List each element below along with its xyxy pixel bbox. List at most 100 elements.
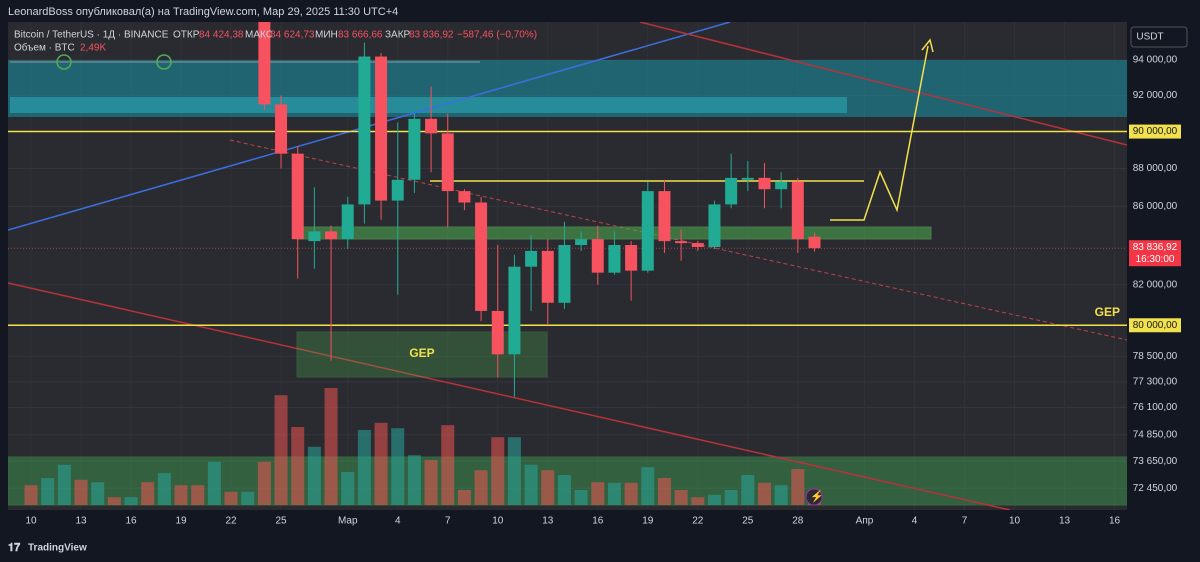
volume-bar bbox=[341, 472, 355, 505]
x-tick-label: 19 bbox=[642, 516, 654, 527]
x-tick-label: Апр bbox=[856, 516, 874, 527]
candle-body bbox=[375, 56, 388, 201]
y-tick-label: 76 100,00 bbox=[1133, 402, 1178, 413]
y-tick-label: 77 300,00 bbox=[1133, 376, 1178, 387]
volume-bar bbox=[591, 482, 605, 505]
y-tick-label: 92 000,00 bbox=[1133, 90, 1178, 101]
volume-bar bbox=[441, 425, 455, 505]
y-tick-label: 80 000,00 bbox=[1133, 320, 1178, 331]
volume-bar bbox=[707, 494, 721, 505]
x-tick-label: 10 bbox=[25, 516, 37, 527]
candle-body bbox=[741, 177, 754, 180]
volume-bar bbox=[174, 485, 188, 505]
x-tick-label: 10 bbox=[492, 516, 504, 527]
candle-body bbox=[591, 239, 604, 273]
y-tick-label: 72 450,00 bbox=[1133, 483, 1178, 494]
countdown: 16:30:00 bbox=[1136, 254, 1175, 265]
tick-highlight bbox=[1129, 124, 1181, 139]
candle-body bbox=[575, 239, 588, 246]
volume-bar bbox=[657, 478, 671, 505]
event-icon[interactable] bbox=[805, 488, 823, 506]
candle-body bbox=[541, 250, 554, 303]
volume-bar bbox=[141, 482, 155, 505]
volume-bar bbox=[424, 460, 438, 505]
time-axis bbox=[0, 510, 1127, 530]
volume-bar bbox=[107, 497, 121, 505]
price-axis bbox=[1127, 22, 1200, 530]
volume-bar bbox=[757, 482, 771, 505]
volume-bar bbox=[41, 478, 55, 505]
x-tick-label: 19 bbox=[175, 516, 187, 527]
x-tick-label: 28 bbox=[792, 516, 804, 527]
candle-body bbox=[308, 231, 321, 242]
volume-bar bbox=[224, 491, 238, 505]
x-tick-label: 25 bbox=[742, 516, 754, 527]
volume-label: Объем · BTC bbox=[14, 42, 75, 54]
volume-bar bbox=[474, 470, 488, 505]
ohlc-label: ОТКР bbox=[173, 30, 200, 41]
ohlc-label: МАКС bbox=[245, 30, 273, 41]
ohlc-value: 84 624,73 bbox=[270, 30, 315, 41]
top-bar bbox=[0, 0, 1200, 22]
volume-bar bbox=[491, 437, 505, 505]
volume-bar bbox=[124, 497, 138, 505]
y-tick-label: 73 650,00 bbox=[1133, 456, 1178, 467]
x-tick-label: 25 bbox=[275, 516, 287, 527]
annotation: GEP bbox=[409, 346, 434, 360]
volume-bar bbox=[324, 388, 338, 505]
volume-bar bbox=[291, 427, 305, 505]
x-tick-label: 13 bbox=[75, 516, 87, 527]
symbol: Bitcoin / TetherUS · 1Д · BINANCE bbox=[14, 30, 169, 41]
x-tick-label: 16 bbox=[1109, 516, 1121, 527]
volume-bar bbox=[507, 437, 521, 505]
volume-bar bbox=[241, 491, 255, 505]
y-tick-label: 94 000,00 bbox=[1133, 55, 1178, 66]
volume-bar bbox=[74, 479, 88, 505]
volume-bar bbox=[274, 395, 288, 505]
volume-bar bbox=[774, 485, 788, 505]
x-tick-label: 22 bbox=[225, 516, 237, 527]
ohlc-value: 84 424,38 bbox=[199, 30, 244, 41]
candle-body bbox=[425, 118, 438, 134]
marker bbox=[56, 54, 72, 70]
trendline bbox=[229, 139, 1127, 341]
candle-body bbox=[291, 153, 304, 240]
x-tick-label: 13 bbox=[542, 516, 554, 527]
candle-body bbox=[691, 243, 704, 247]
x-tick-label: 7 bbox=[962, 516, 968, 527]
candle-body bbox=[641, 191, 654, 271]
candle-body bbox=[658, 191, 671, 242]
ohlc-label: МИН bbox=[315, 30, 338, 41]
publisher: LeonardBoss опубликовал(а) на TradingVie… bbox=[8, 6, 398, 18]
volume-bar bbox=[374, 422, 388, 505]
volume-bar bbox=[357, 430, 371, 505]
y-tick-label: 78 500,00 bbox=[1133, 351, 1178, 362]
trendline bbox=[639, 22, 1127, 146]
y-tick-label: 86 000,00 bbox=[1133, 201, 1178, 212]
ohlc-value: 83 836,92 bbox=[409, 30, 454, 41]
event-icon-glyph: ⚡ bbox=[810, 490, 824, 503]
candle-body bbox=[525, 250, 538, 267]
candle-body bbox=[341, 204, 354, 240]
volume-bar bbox=[691, 497, 705, 505]
tick-highlight bbox=[1129, 318, 1181, 333]
currency-button[interactable] bbox=[1130, 26, 1188, 48]
candle-body bbox=[558, 245, 571, 303]
volume-bar bbox=[207, 461, 221, 505]
volume-bar bbox=[791, 469, 805, 505]
candle-body bbox=[408, 118, 421, 180]
volume-value: 2,49K bbox=[80, 43, 106, 54]
volume-bar bbox=[641, 467, 655, 505]
x-tick-label: Мар bbox=[338, 516, 358, 527]
volume-bar bbox=[741, 475, 755, 505]
gep-zone bbox=[296, 331, 548, 378]
change: −587,46 (−0,70%) bbox=[457, 30, 537, 41]
zone bbox=[10, 97, 847, 113]
x-tick-label: 4 bbox=[912, 516, 918, 527]
volume-bar bbox=[457, 490, 471, 505]
volume-bar bbox=[157, 473, 171, 505]
x-tick-label: 7 bbox=[445, 516, 451, 527]
last-price-label: 83 836,92 bbox=[1133, 242, 1178, 253]
y-tick-label: 74 850,00 bbox=[1133, 429, 1178, 440]
